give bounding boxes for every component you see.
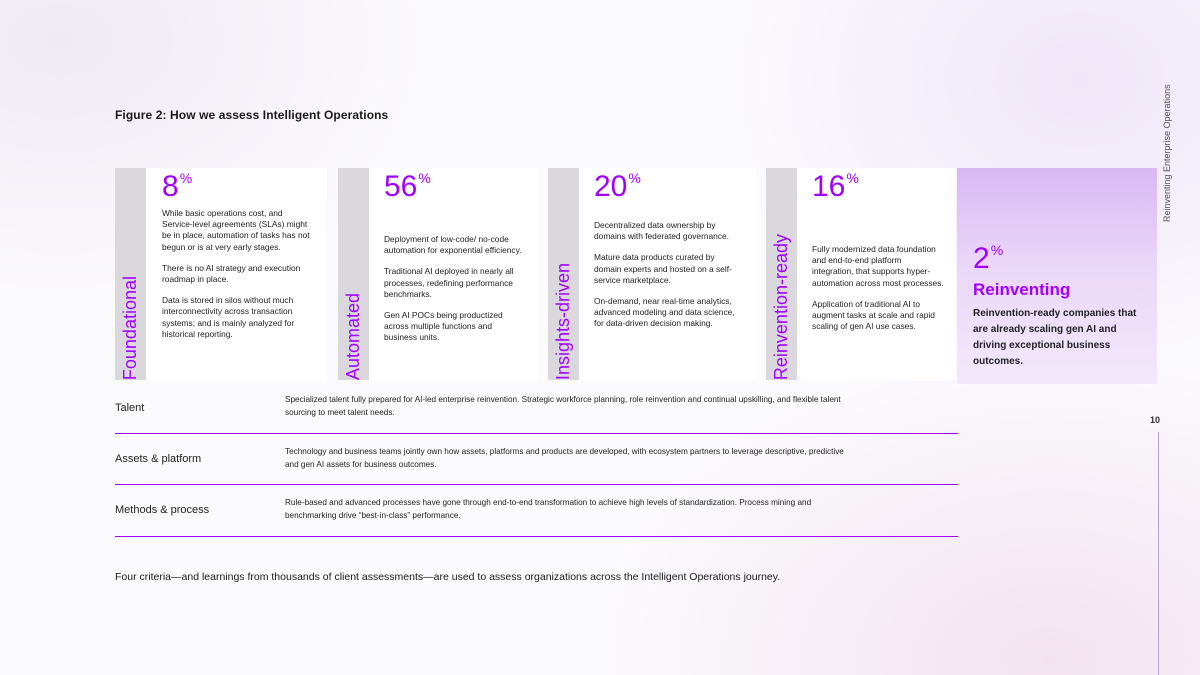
criteria-label-assets-platform: Assets & platform <box>115 453 202 465</box>
percent-sign: % <box>990 242 1004 258</box>
stage-bar-foundational: Foundational <box>115 168 146 380</box>
stage-paragraph: Gen AI POCs being productized across mul… <box>384 310 503 343</box>
criteria-text-talent: Specialized talent fully prepared for AI… <box>285 395 841 417</box>
stage-name: Foundational <box>120 275 140 380</box>
stage-percent-value: 16 <box>812 170 846 203</box>
percent-sign: % <box>628 170 641 186</box>
stage-paragraph: Mature data products curated by domain e… <box>594 252 732 285</box>
criteria-text-assets-platform: Technology and business teams jointly ow… <box>285 447 844 469</box>
stage-description: Decentralized data ownership by domains … <box>594 220 744 340</box>
footer-note: Four criteria—and learnings from thousan… <box>115 571 781 583</box>
stage-paragraph: Decentralized data ownership by domains … <box>594 220 730 242</box>
reinventing-percent: 2% <box>973 242 1004 275</box>
criteria-label-methods-process: Methods & process <box>115 504 210 516</box>
stage-paragraph: On-demand, near real-time analytics, adv… <box>594 296 735 329</box>
stage-percent: 8% <box>162 170 193 203</box>
criteria-divider <box>115 536 958 537</box>
percent-sign: % <box>846 170 859 186</box>
stage-paragraph: Deployment of low-code/ no-code automati… <box>384 234 522 256</box>
reinventing-description: Reinvention-ready companies that are alr… <box>973 308 1137 367</box>
stage-bar-reinvention-ready: Reinvention-ready <box>766 168 797 380</box>
stage-paragraph: Fully modernized data foundation and end… <box>812 244 944 288</box>
stage-percent-value: 56 <box>384 170 418 203</box>
stage-description: While basic operations cost, and Service… <box>162 208 312 350</box>
page-number: 10 <box>1150 415 1161 425</box>
reinventing-panel: 2% Reinventing Reinvention-ready compani… <box>957 168 1157 384</box>
stage-name: Insights-driven <box>553 262 573 380</box>
stage-card-insights-driven: Insights-driven 20% Decentralized data o… <box>548 168 756 380</box>
stage-paragraph: Data is stored in silos without much int… <box>162 295 295 339</box>
criteria-label-talent: Talent <box>115 402 145 414</box>
stage-card-automated: Automated 56% Deployment of low-code/ no… <box>338 168 538 380</box>
stage-paragraph: Application of traditional AI to augment… <box>812 298 935 332</box>
stage-percent-value: 8 <box>162 170 179 203</box>
criteria-text-methods-process: Rule-based and advanced processes have g… <box>285 498 812 520</box>
stage-percent-value: 20 <box>594 170 628 203</box>
stage-description: Fully modernized data foundation and end… <box>812 244 944 342</box>
stage-percent: 56% <box>384 170 431 203</box>
reinventing-title: Reinventing <box>973 280 1071 299</box>
stage-card-reinvention-ready: Reinvention-ready 16% Fully modernized d… <box>766 168 956 380</box>
stage-paragraph: There is no AI strategy and execution ro… <box>162 262 301 285</box>
stage-card-foundational: Foundational 8% While basic operations c… <box>115 168 327 380</box>
stage-paragraph: While basic operations cost, and Service… <box>162 208 310 252</box>
stage-name: Reinvention-ready <box>771 233 791 380</box>
stage-percent: 20% <box>594 170 641 203</box>
section-side-label: Reinventing Enterprise Operations <box>1162 84 1172 222</box>
stage-description: Deployment of low-code/ no-code automati… <box>384 234 524 354</box>
stage-paragraph: Traditional AI deployed in nearly all pr… <box>384 266 514 299</box>
percent-sign: % <box>418 170 431 186</box>
criteria-divider <box>115 433 958 434</box>
page-divider-line <box>1158 432 1159 675</box>
stage-percent: 16% <box>812 170 859 203</box>
stage-bar-insights-driven: Insights-driven <box>548 168 579 380</box>
figure-title: Figure 2: How we assess Intelligent Oper… <box>115 108 389 122</box>
stage-bar-automated: Automated <box>338 168 369 380</box>
criteria-divider <box>115 484 958 485</box>
stage-name: Automated <box>343 292 363 380</box>
percent-sign: % <box>179 170 193 186</box>
reinventing-percent-value: 2 <box>973 242 990 275</box>
